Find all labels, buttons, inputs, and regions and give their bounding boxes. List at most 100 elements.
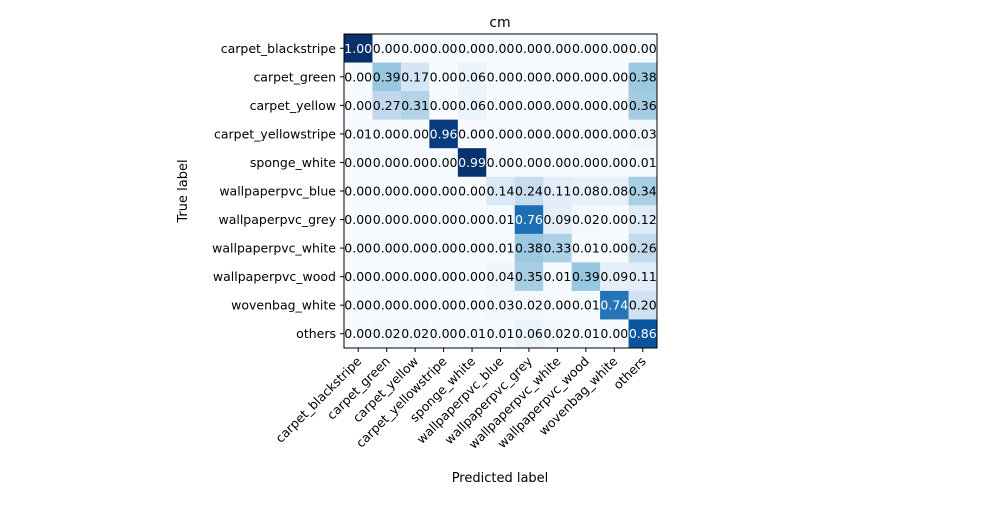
y-tick-label: wallpaperpvc_wood xyxy=(213,269,336,284)
heatmap-cell xyxy=(571,91,601,121)
heatmap-cell xyxy=(543,290,573,320)
cell-value-label: 0.00 xyxy=(373,298,401,313)
heatmap-cell xyxy=(372,148,402,178)
cell-value-label: 0.01 xyxy=(629,155,657,170)
cell-value-label: 0.36 xyxy=(629,98,657,113)
heatmap-cell xyxy=(514,233,544,263)
cell-value-label: 0.00 xyxy=(515,41,543,56)
heatmap-cell xyxy=(571,148,601,178)
heatmap-cell xyxy=(486,176,516,206)
cell-value-label: 0.01 xyxy=(487,326,515,341)
heatmap-cell xyxy=(400,205,430,235)
heatmap-cell xyxy=(344,148,373,178)
heatmap-cell xyxy=(600,319,629,349)
heatmap-cell xyxy=(628,62,658,92)
heatmap-cell xyxy=(457,205,487,235)
heatmap-cell xyxy=(600,262,629,292)
heatmap-cell xyxy=(344,262,373,292)
cell-value-label: 0.00 xyxy=(401,184,429,199)
heatmap-cell xyxy=(514,148,544,178)
cell-value-label: 0.00 xyxy=(430,326,458,341)
heatmap-cell xyxy=(628,148,658,178)
cell-value-label: 0.74 xyxy=(600,298,628,313)
heatmap-cell xyxy=(571,319,601,349)
cell-value-label: 0.03 xyxy=(629,126,657,141)
heatmap-cell xyxy=(571,176,601,206)
heatmap-cell xyxy=(571,290,601,320)
cell-value-label: 0.00 xyxy=(543,41,571,56)
cell-value-label: 0.00 xyxy=(401,298,429,313)
heatmap-cell xyxy=(429,262,459,292)
heatmap-cell xyxy=(486,290,516,320)
cell-value-label: 1.00 xyxy=(344,41,372,56)
heatmap-cell xyxy=(344,176,373,206)
heatmap-cell xyxy=(344,233,373,263)
cell-value-label: 0.06 xyxy=(458,98,486,113)
cell-value-label: 0.00 xyxy=(487,98,515,113)
heatmap-cell xyxy=(628,319,658,349)
cell-value-label: 0.00 xyxy=(600,326,628,341)
cell-value-label: 0.00 xyxy=(373,241,401,256)
cell-value-label: 0.01 xyxy=(572,298,600,313)
heatmap-cell xyxy=(457,233,487,263)
heatmap-cell xyxy=(571,119,601,149)
cell-value-label: 0.03 xyxy=(487,298,515,313)
cell-value-label: 0.00 xyxy=(458,269,486,284)
heatmap-cell xyxy=(543,91,573,121)
heatmap-cell xyxy=(514,34,544,63)
heatmap-cell xyxy=(344,205,373,235)
heatmap-cell xyxy=(543,205,573,235)
cell-value-label: 0.12 xyxy=(629,212,657,227)
chart-title: cm xyxy=(489,15,510,31)
heatmap-cell xyxy=(344,91,373,121)
heatmap-cell xyxy=(514,262,544,292)
heatmap-cell xyxy=(457,148,487,178)
cell-value-label: 0.00 xyxy=(401,155,429,170)
cell-value-label: 0.11 xyxy=(543,184,571,199)
heatmap-cell xyxy=(372,205,402,235)
y-tick-label: sponge_white xyxy=(250,155,336,170)
cell-value-label: 0.00 xyxy=(543,155,571,170)
cell-value-label: 0.00 xyxy=(401,212,429,227)
cell-value-label: 0.00 xyxy=(344,269,372,284)
cell-value-label: 0.02 xyxy=(515,298,543,313)
heatmap-cell xyxy=(600,91,629,121)
heatmap-cell xyxy=(429,62,459,92)
heatmap-cell xyxy=(429,34,459,63)
heatmap-cell xyxy=(486,148,516,178)
heatmap-cell xyxy=(400,176,430,206)
heatmap-cell xyxy=(514,62,544,92)
heatmap-cells xyxy=(344,34,658,349)
cell-value-label: 0.00 xyxy=(344,69,372,84)
cell-value-label: 0.00 xyxy=(458,126,486,141)
heatmap-cell xyxy=(400,290,430,320)
cell-value-label: 0.00 xyxy=(344,326,372,341)
heatmap-cell xyxy=(457,290,487,320)
cell-value-label: 0.96 xyxy=(430,126,458,141)
cell-value-label: 0.86 xyxy=(629,326,657,341)
heatmap-cell xyxy=(486,62,516,92)
cell-value-label: 0.00 xyxy=(401,126,429,141)
heatmap-cell xyxy=(600,176,629,206)
heatmap-cell xyxy=(344,34,373,63)
y-tick-label: wallpaperpvc_blue xyxy=(219,184,336,199)
cell-value-label: 0.00 xyxy=(401,241,429,256)
cell-value-label: 0.00 xyxy=(430,298,458,313)
heatmap-cell xyxy=(571,205,601,235)
cell-value-label: 0.00 xyxy=(344,241,372,256)
heatmap-cell xyxy=(400,148,430,178)
cell-value-label: 0.00 xyxy=(515,155,543,170)
cell-value-label: 0.39 xyxy=(572,269,600,284)
cell-value-label: 0.00 xyxy=(344,98,372,113)
cell-value-label: 0.00 xyxy=(458,41,486,56)
heatmap-cell xyxy=(571,233,601,263)
heatmap-cell xyxy=(628,205,658,235)
cell-value-label: 0.00 xyxy=(572,126,600,141)
heatmap-cell xyxy=(429,119,459,149)
cell-value-label: 0.00 xyxy=(487,126,515,141)
heatmap-cell xyxy=(486,34,516,63)
cell-value-label: 0.00 xyxy=(543,69,571,84)
heatmap-cell xyxy=(486,119,516,149)
cell-value-label: 0.99 xyxy=(458,155,486,170)
heatmap-cell xyxy=(628,233,658,263)
